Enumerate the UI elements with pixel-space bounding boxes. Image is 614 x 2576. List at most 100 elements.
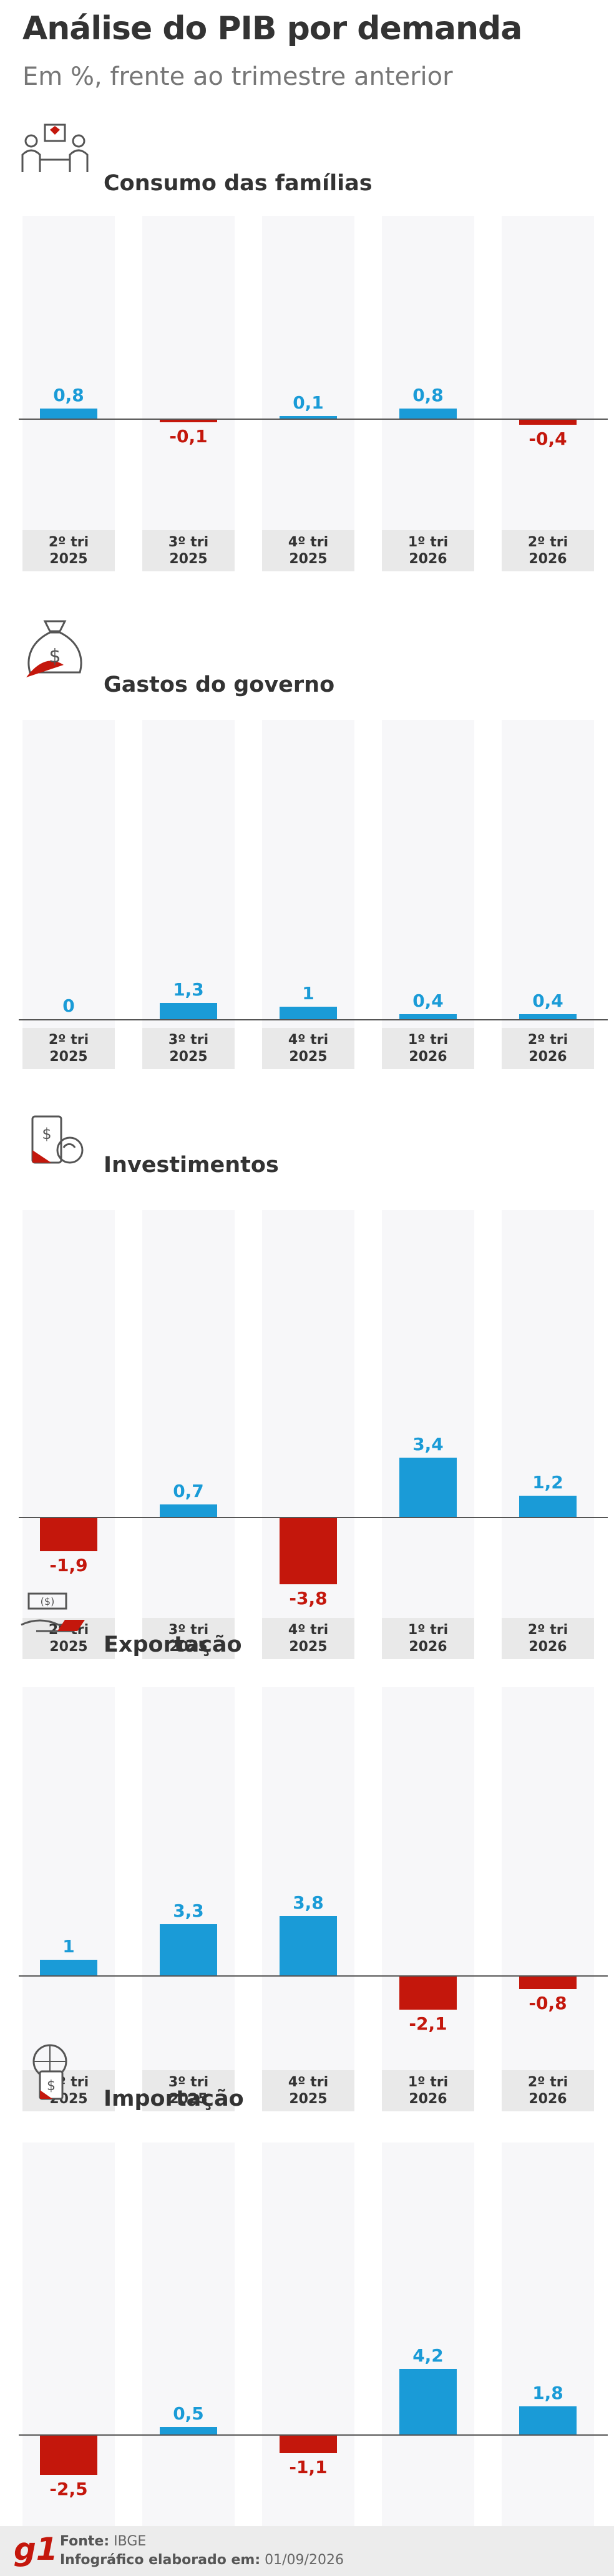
chart-column	[142, 1210, 235, 1618]
category-quarter: 1º tri	[407, 535, 449, 550]
category-quarter: 4º tri	[288, 1622, 329, 1638]
date-label: Infográfico elaborado em:	[60, 2552, 261, 2568]
source-line: Fonte: IBGE	[60, 2534, 146, 2549]
category-year: 2025	[289, 1639, 328, 1655]
data-label: 0,5	[173, 2403, 204, 2424]
category-quarter: 1º tri	[407, 1622, 449, 1638]
footer: g1 Fonte: IBGE Infográfico elaborado em:…	[0, 2526, 614, 2576]
data-label: 3,4	[412, 1433, 444, 1455]
chart-column	[22, 216, 115, 530]
chart-column	[502, 720, 594, 1028]
date-line: Infográfico elaborado em: 01/09/2026	[60, 2552, 344, 2568]
category-quarter: 3º tri	[168, 535, 209, 550]
category-quarter: 2º tri	[527, 535, 568, 550]
chart-section: Consumo das famílias 0,8 2º tri 2025 -0,1 3º …	[0, 122, 614, 571]
bar	[280, 1007, 337, 1019]
chart-title: Importação	[104, 2086, 244, 2111]
date-value: 01/09/2026	[265, 2552, 344, 2568]
data-label: 1	[62, 1936, 75, 1957]
export-icon: ($)	[17, 1581, 92, 1656]
bar	[40, 409, 97, 419]
chart-title: Gastos do governo	[104, 672, 335, 697]
data-label: 0,1	[293, 392, 324, 413]
bar	[40, 1518, 97, 1552]
data-label: 1,8	[532, 2383, 563, 2403]
money-bag-icon: $	[17, 615, 92, 690]
chart-column	[142, 2143, 235, 2532]
category-year: 2026	[529, 551, 567, 567]
data-label: 1,2	[532, 1472, 563, 1493]
bar	[160, 1504, 217, 1517]
zero-baseline	[19, 2434, 608, 2436]
chart-column	[142, 1687, 235, 2070]
bar-chart: 1 2º tri 2025 3,3 3º tri 2025 3,8 4º tri 2025 -2,…	[0, 1687, 614, 2111]
data-label: -1,9	[49, 1555, 88, 1576]
category-quarter: 4º tri	[288, 2075, 329, 2090]
data-label: -0,4	[529, 429, 567, 449]
svg-text:($): ($)	[41, 1595, 55, 1607]
data-label: 1,3	[173, 979, 204, 1000]
bar	[280, 1518, 337, 1585]
chart-column	[22, 1687, 115, 2070]
chart-title: Exportação	[104, 1632, 242, 1657]
chart-title: Consumo das famílias	[104, 171, 373, 196]
category-year: 2026	[529, 1639, 567, 1655]
category-quarter: 2º tri	[527, 1032, 568, 1048]
zero-baseline	[19, 1019, 608, 1020]
data-label: -2,1	[409, 2013, 447, 2034]
chart-section: ($) Exportação 1 2º tri 2025 3,3 3º tri 2025 3,8…	[0, 1587, 614, 2111]
chart-column	[382, 720, 474, 1028]
category-year: 2026	[409, 551, 447, 567]
page-title: Análise do PIB por demanda	[22, 10, 522, 47]
zero-baseline	[19, 1975, 608, 1977]
bar	[519, 1977, 577, 1989]
category-year: 2026	[409, 1639, 447, 1655]
chart-column	[502, 1210, 594, 1618]
bar	[160, 420, 217, 422]
bar	[519, 420, 577, 425]
data-label: 4,2	[412, 2345, 444, 2366]
chart-column	[382, 2143, 474, 2532]
category-year: 2025	[169, 1639, 208, 1655]
category-year: 2025	[169, 551, 208, 567]
import-icon: $	[17, 2036, 92, 2111]
bar	[399, 409, 457, 419]
category-quarter: 1º tri	[407, 2075, 449, 2090]
category-quarter: 2º tri	[48, 535, 89, 550]
chart-column	[502, 216, 594, 530]
zero-baseline	[19, 1517, 608, 1518]
bar	[399, 1014, 457, 1019]
data-label: -2,5	[49, 2478, 88, 2499]
data-label: 0,8	[412, 385, 444, 405]
chart-column	[502, 2143, 594, 2532]
data-label: 0,7	[173, 1481, 204, 1502]
svg-text:$: $	[47, 2078, 56, 2094]
data-label: 3,3	[173, 1900, 204, 1921]
svg-text:$: $	[42, 1125, 51, 1143]
data-label: 0,4	[412, 990, 444, 1011]
category-year: 2025	[289, 1049, 328, 1065]
category-year: 2026	[409, 1049, 447, 1065]
bar	[40, 2436, 97, 2475]
category-year: 2026	[409, 2091, 447, 2107]
chart-column	[262, 216, 354, 530]
data-label: 1	[302, 983, 314, 1004]
page-subtitle: Em %, frente ao trimestre anterior	[22, 62, 453, 91]
family-icon	[17, 116, 92, 191]
category-year: 2025	[49, 1049, 88, 1065]
chart-section: $ Gastos do governo 0 2º tri 2025 1,3 3º tri 20…	[0, 620, 614, 1069]
bar-chart: 0 2º tri 2025 1,3 3º tri 2025 1 4º tri 2025 0,4 1º…	[0, 720, 614, 1069]
